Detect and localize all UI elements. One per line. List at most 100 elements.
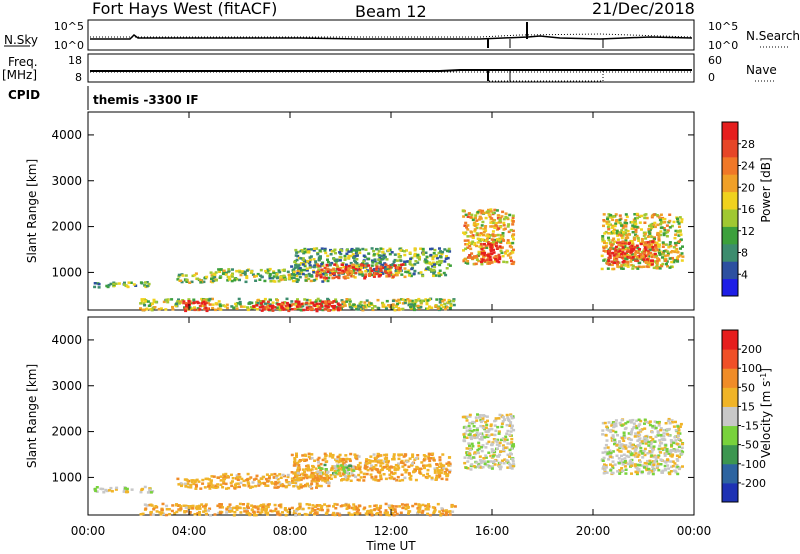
- vel-heat-cell-6: [468, 453, 472, 457]
- power-heat-cell-8: [511, 223, 515, 226]
- vel-heat-cell-7: [616, 434, 619, 437]
- x-tick-label-4: 16:00: [475, 524, 510, 538]
- vel-heat-cell-4: [331, 453, 335, 457]
- vel-heat-cell-6: [480, 459, 484, 463]
- vel-heat-cell-7: [632, 426, 636, 429]
- power-heat-cell-8: [510, 259, 513, 262]
- power-heat-cell-8: [504, 212, 508, 215]
- power-heat-cell-10: [613, 240, 617, 243]
- power-yticks-label-1: 3000: [51, 174, 82, 188]
- vel-heat-cell-7: [636, 444, 640, 447]
- vel-heat-cell-2: [155, 510, 159, 513]
- vel-heat-cell-2: [183, 510, 187, 513]
- vel-heat-cell-6: [484, 446, 488, 449]
- vel-heat-cell-4: [374, 478, 378, 482]
- vel-heat-cell-2: [176, 504, 180, 507]
- power-heat-cell-2: [414, 305, 418, 308]
- vel-heat-cell-4: [385, 453, 389, 456]
- vel-heat-cell-3: [264, 484, 268, 487]
- vel-heat-cell-7: [674, 470, 678, 474]
- power-heat-cell-2: [266, 306, 270, 310]
- power-heat-cell-8: [487, 208, 490, 212]
- vel-heat-cell-2: [228, 507, 232, 510]
- vel-heat-cell-4: [431, 452, 435, 455]
- power-heat-cell-7: [374, 268, 378, 271]
- vel-heat-cell-2: [298, 503, 302, 506]
- power-heat-cell-5: [245, 275, 249, 278]
- power-heat-cell-10: [609, 213, 613, 217]
- power-heat-cell-6: [293, 273, 296, 277]
- power-heat-cell-3: [193, 308, 197, 312]
- vel-heat-cell-4: [393, 468, 397, 472]
- vel-heat-cell-2: [384, 502, 388, 506]
- vel-heat-cell-2: [204, 512, 208, 516]
- vel-heat-cell-4: [302, 477, 305, 480]
- vel-heat-cell-3: [225, 487, 228, 490]
- vel-heat-cell-2: [273, 509, 277, 513]
- vel-heat-cell-7: [651, 470, 655, 473]
- vel-heat-cell-2: [147, 503, 151, 507]
- power-heat-cell-8: [481, 238, 484, 241]
- vel-heat-cell-3: [235, 482, 239, 485]
- vel-heat-cell-4: [392, 458, 396, 461]
- vel-heat-cell-4: [407, 465, 411, 468]
- power-heat-cell-6: [378, 256, 382, 260]
- vel-heat-cell-7: [619, 445, 623, 448]
- vel-heat-cell-4: [427, 457, 431, 460]
- vel-heat-cell-7: [659, 433, 663, 437]
- power-heat-cell-8: [497, 227, 501, 230]
- vel-heat-cell-7: [672, 469, 676, 473]
- power-heat-cell-10: [633, 254, 637, 257]
- vel-heat-cell-6: [507, 462, 511, 466]
- power-heat-cell-7: [347, 267, 351, 270]
- power-heat-cell-4: [305, 306, 309, 309]
- vel-heat-cell-4: [439, 471, 443, 475]
- vel-cbar-label-1: 100: [741, 362, 762, 375]
- power-heat-cell-8: [501, 254, 505, 258]
- power-heat-cell-10: [636, 267, 640, 270]
- freq-label: Freq.: [8, 55, 38, 69]
- vel-heat-cell-6: [487, 428, 491, 431]
- power-heat-cell-6: [373, 259, 377, 263]
- power-heat-cell-8: [492, 256, 496, 259]
- vel-heat-cell-7: [631, 418, 635, 422]
- vel-heat-cell-3: [251, 481, 255, 484]
- vel-heat-cell-2: [331, 513, 335, 516]
- vel-heat-cell-3: [242, 479, 246, 483]
- power-heat-cell-2: [208, 297, 212, 301]
- power-heat-cell-6: [347, 254, 351, 258]
- power-heat-cell-4: [266, 300, 270, 304]
- power-heat-cell-6: [296, 265, 300, 269]
- vel-heat-cell-6: [497, 432, 501, 435]
- power-heat-cell-8: [505, 260, 509, 264]
- vel-heat-cell-6: [505, 423, 509, 427]
- vel-heat-cell-2: [451, 510, 455, 513]
- power-heat-cell-8: [469, 235, 473, 238]
- power-heat-cell-1: [185, 280, 189, 283]
- power-heat-cell-0: [144, 281, 147, 284]
- power-heat-cell-10: [618, 214, 622, 217]
- power-heat-cell-6: [367, 257, 371, 261]
- power-heat-cell-6: [429, 267, 433, 271]
- power-heat-cell-6: [409, 257, 413, 261]
- nsky-line: [90, 34, 693, 40]
- power-heat-cell-8: [475, 244, 478, 248]
- power-heat-cell-8: [490, 238, 494, 241]
- power-heat-cell-10: [640, 251, 644, 254]
- vel-heat-cell-4: [411, 453, 415, 456]
- power-heat-cell-7: [338, 268, 341, 272]
- power-heat-cell-6: [410, 267, 414, 271]
- vel-heat-cell-2: [283, 507, 287, 510]
- power-heat-cell-6: [334, 251, 337, 255]
- power-heat-cell-10: [623, 231, 627, 234]
- power-heat-cell-9: [496, 246, 500, 250]
- power-heat-cell-2: [196, 307, 200, 310]
- vel-heat-cell-3: [229, 481, 233, 485]
- vel-heat-cell-2: [323, 503, 327, 506]
- power-heat-cell-7: [315, 273, 319, 276]
- power-heat-cell-6: [391, 263, 395, 266]
- power-heat-cell-11: [616, 262, 619, 266]
- vel-heat-cell-4: [428, 453, 432, 456]
- power-heat-cell-7: [375, 272, 379, 275]
- power-heat-cell-6: [295, 251, 299, 254]
